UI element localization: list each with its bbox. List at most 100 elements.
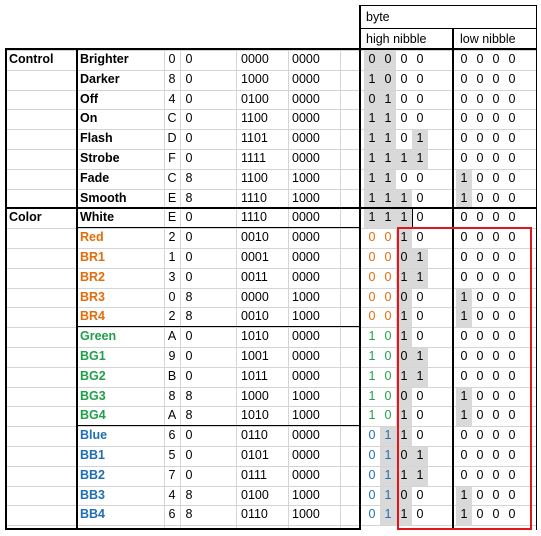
bit-cell[interactable]: 0 [416, 91, 424, 106]
binary-nibble[interactable]: 1000 [241, 388, 269, 403]
group-label[interactable]: Control [9, 52, 54, 66]
hex-digit[interactable]: 8 [185, 507, 193, 522]
bit-cell[interactable]: 0 [476, 368, 484, 383]
bit-cell[interactable]: 0 [416, 71, 424, 86]
bit-cell[interactable]: 0 [476, 250, 484, 264]
bit-cell[interactable]: 0 [384, 368, 392, 383]
bit-cell[interactable]: 0 [508, 467, 516, 482]
binary-nibble[interactable]: 0000 [292, 368, 320, 383]
hex-digit[interactable]: 8 [185, 170, 193, 185]
hex-digit[interactable]: E [167, 190, 177, 205]
bit-cell[interactable]: 0 [460, 52, 468, 66]
bit-cell[interactable]: 0 [400, 91, 408, 106]
command-name[interactable]: Strobe [80, 151, 120, 165]
bit-cell[interactable]: 1 [368, 170, 376, 185]
binary-nibble[interactable]: 0111 [241, 467, 267, 482]
binary-nibble[interactable]: 1000 [292, 487, 320, 502]
bit-cell[interactable]: 1 [384, 467, 392, 482]
bit-cell[interactable]: 0 [476, 190, 484, 205]
bit-cell[interactable]: 1 [416, 349, 424, 363]
binary-nibble[interactable]: 0000 [292, 428, 320, 443]
bit-cell[interactable]: 0 [368, 309, 376, 324]
binary-nibble[interactable]: 1000 [292, 408, 320, 423]
bit-cell[interactable]: 0 [384, 349, 392, 363]
bit-cell[interactable]: 0 [492, 388, 500, 403]
binary-nibble[interactable]: 0000 [292, 111, 320, 126]
bit-cell[interactable]: 0 [400, 349, 408, 363]
binary-nibble[interactable]: 0110 [241, 428, 268, 443]
command-name[interactable]: BR1 [80, 250, 106, 264]
bit-cell[interactable]: 0 [492, 131, 500, 146]
bit-cell[interactable]: 1 [368, 131, 376, 146]
bit-cell[interactable]: 0 [492, 151, 500, 165]
binary-nibble[interactable]: 0000 [292, 52, 320, 66]
hex-digit[interactable]: 0 [185, 210, 193, 225]
bit-cell[interactable]: 0 [508, 250, 516, 264]
bit-cell[interactable]: 0 [400, 250, 408, 264]
bit-cell[interactable]: 0 [460, 91, 468, 106]
hex-digit[interactable]: 8 [185, 388, 193, 403]
bit-cell[interactable]: 1 [384, 111, 392, 126]
binary-nibble[interactable]: 0000 [292, 151, 320, 165]
binary-nibble[interactable]: 0000 [292, 269, 320, 284]
bit-cell[interactable]: 1 [416, 448, 424, 462]
bit-cell[interactable]: 0 [368, 428, 376, 443]
binary-nibble[interactable]: 0100 [241, 91, 269, 106]
binary-nibble[interactable]: 0000 [292, 71, 320, 86]
bit-cell[interactable]: 0 [476, 91, 484, 106]
binary-nibble[interactable]: 0100 [241, 487, 269, 502]
bit-cell[interactable]: 0 [492, 428, 500, 443]
bit-cell[interactable]: 1 [400, 507, 408, 522]
bit-cell[interactable]: 0 [384, 388, 392, 403]
binary-nibble[interactable]: 0110 [241, 507, 268, 522]
hex-digit[interactable]: 0 [185, 349, 193, 363]
bit-cell[interactable]: 1 [400, 329, 408, 344]
bit-cell[interactable]: 0 [492, 210, 500, 225]
hex-digit[interactable]: 0 [185, 250, 193, 264]
command-name[interactable]: BG1 [80, 349, 106, 363]
bit-cell[interactable]: 0 [416, 170, 424, 185]
bit-cell[interactable]: 0 [476, 111, 484, 126]
bit-cell[interactable]: 0 [508, 408, 516, 423]
bit-cell[interactable]: 0 [492, 170, 500, 185]
command-name[interactable]: Blue [80, 428, 108, 443]
bit-cell[interactable]: 1 [368, 111, 376, 126]
command-name[interactable]: BR2 [80, 269, 106, 284]
bit-cell[interactable]: 0 [460, 467, 468, 482]
hex-digit[interactable]: 3 [168, 269, 176, 284]
binary-nibble[interactable]: 0101 [241, 448, 269, 462]
hex-digit[interactable]: D [167, 131, 177, 146]
bit-cell[interactable]: 1 [384, 487, 392, 502]
bit-cell[interactable]: 0 [368, 507, 376, 522]
hex-digit[interactable]: 2 [168, 309, 176, 324]
bit-cell[interactable]: 0 [476, 408, 484, 423]
bit-cell[interactable]: 0 [460, 210, 468, 225]
hex-digit[interactable]: 2 [168, 230, 176, 245]
bit-cell[interactable]: 0 [476, 487, 484, 502]
bit-cell[interactable]: 0 [492, 269, 500, 284]
binary-nibble[interactable]: 0000 [292, 467, 320, 482]
bit-cell[interactable]: 1 [368, 151, 376, 165]
bit-cell[interactable]: 0 [384, 408, 392, 423]
binary-nibble[interactable]: 0000 [241, 289, 269, 304]
bit-cell[interactable]: 0 [416, 309, 424, 324]
binary-nibble[interactable]: 0011 [241, 269, 268, 284]
bit-cell[interactable]: 0 [492, 448, 500, 462]
bit-cell[interactable]: 0 [508, 349, 516, 363]
bit-cell[interactable]: 1 [416, 368, 424, 383]
bit-cell[interactable]: 1 [416, 151, 424, 165]
bit-cell[interactable]: 0 [492, 230, 500, 245]
bit-cell[interactable]: 0 [508, 52, 516, 66]
bit-cell[interactable]: 0 [492, 190, 500, 205]
bit-cell[interactable]: 1 [460, 309, 468, 324]
bit-cell[interactable]: 1 [416, 250, 424, 264]
bit-cell[interactable]: 0 [508, 507, 516, 522]
bit-cell[interactable]: 0 [460, 131, 468, 146]
command-name[interactable]: Darker [80, 71, 120, 86]
bit-cell[interactable]: 0 [400, 448, 408, 462]
binary-nibble[interactable]: 0010 [241, 230, 269, 245]
binary-nibble[interactable]: 0000 [292, 131, 320, 146]
hex-digit[interactable]: 0 [185, 151, 193, 165]
bit-cell[interactable]: 0 [492, 91, 500, 106]
bit-cell[interactable]: 1 [460, 289, 468, 304]
